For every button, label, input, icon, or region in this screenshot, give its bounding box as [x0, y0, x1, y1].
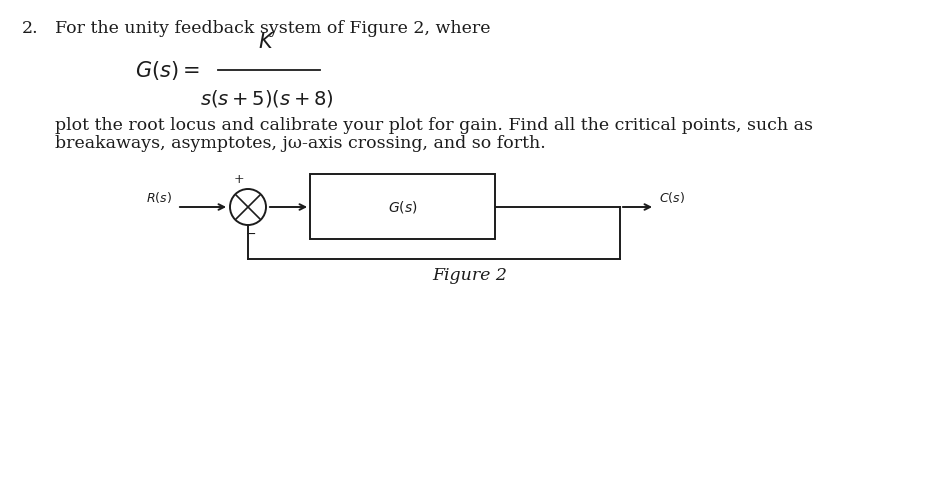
Text: 2.: 2.: [22, 20, 39, 37]
Text: $-$: $-$: [246, 227, 257, 240]
Text: Figure 2: Figure 2: [433, 267, 507, 284]
Circle shape: [230, 189, 266, 225]
Text: +: +: [233, 173, 245, 186]
Text: $R(s)$: $R(s)$: [146, 190, 172, 205]
Text: For the unity feedback system of Figure 2, where: For the unity feedback system of Figure …: [55, 20, 490, 37]
Text: $K$: $K$: [259, 32, 276, 52]
Text: $G(s) =$: $G(s) =$: [135, 58, 199, 81]
Text: $s(s+5)(s+8)$: $s(s+5)(s+8)$: [200, 88, 334, 109]
Bar: [310, 174, 495, 239]
Text: plot the root locus and calibrate your plot for gain. Find all the critical poin: plot the root locus and calibrate your p…: [55, 117, 813, 134]
Text: breakaways, asymptotes, jω-axis crossing, and so forth.: breakaways, asymptotes, jω-axis crossing…: [55, 135, 546, 152]
Text: $C(s)$: $C(s)$: [659, 190, 685, 205]
Text: $G(s)$: $G(s)$: [388, 199, 417, 215]
